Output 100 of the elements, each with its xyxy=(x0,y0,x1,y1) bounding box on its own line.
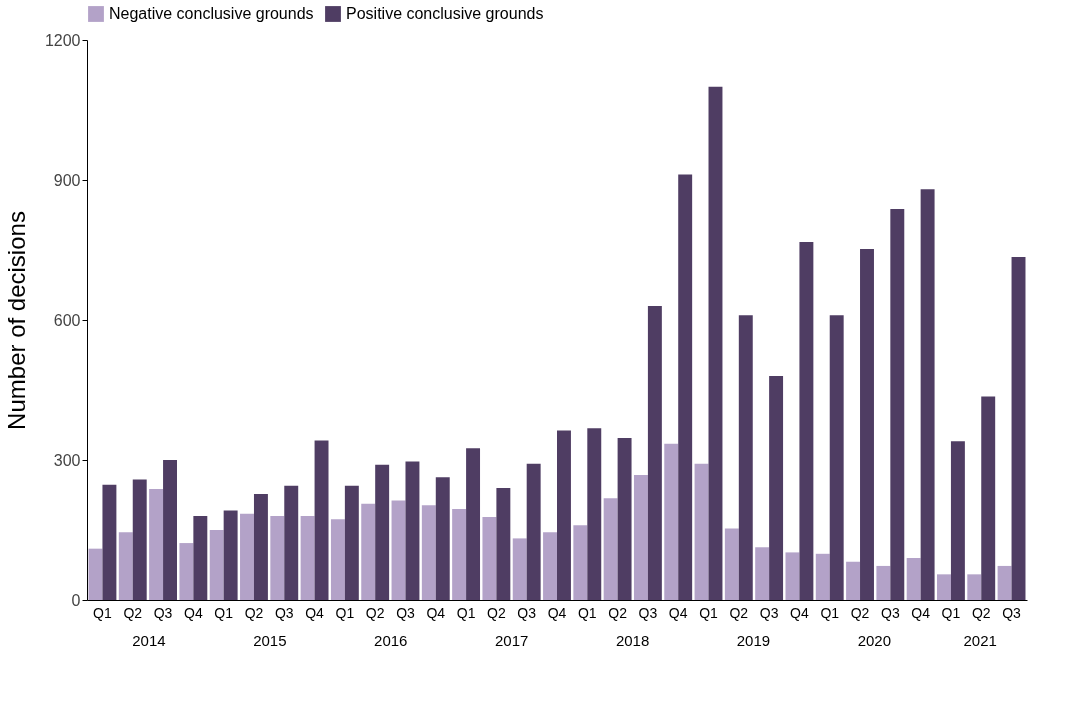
y-tick-label: 300 xyxy=(53,451,81,469)
bar xyxy=(149,488,164,600)
bar xyxy=(512,538,527,600)
bar xyxy=(647,306,662,600)
bar xyxy=(799,242,814,600)
bar xyxy=(997,565,1012,600)
bar xyxy=(573,525,588,600)
bar xyxy=(466,448,481,600)
text: 2020 xyxy=(857,632,892,649)
bar xyxy=(981,396,996,600)
bar xyxy=(1011,257,1026,600)
bar xyxy=(708,86,723,600)
bar xyxy=(314,440,329,600)
bar xyxy=(724,528,739,600)
x-tick-label: Q3 xyxy=(638,604,658,621)
bar xyxy=(846,561,861,600)
bar xyxy=(496,488,511,600)
y-tick-label: 900 xyxy=(53,171,81,189)
x-tick-label: Q1 xyxy=(214,604,234,621)
bar xyxy=(815,553,830,600)
bar xyxy=(785,552,800,600)
bar xyxy=(88,548,103,600)
bar xyxy=(633,474,648,600)
bar xyxy=(755,547,770,600)
bar xyxy=(967,574,982,600)
x-tick-label: Q2 xyxy=(729,604,749,621)
bar xyxy=(361,503,376,600)
x-tick-label: Q3 xyxy=(759,604,779,621)
x-tick-label: Q2 xyxy=(608,604,628,621)
bar xyxy=(284,485,299,600)
x-tick-label: Q1 xyxy=(456,604,476,621)
y-tick-label: 0 xyxy=(71,591,81,609)
bar xyxy=(240,513,254,600)
x-tick-label: Q4 xyxy=(426,604,446,621)
bar xyxy=(163,460,177,600)
x-tick-label: Q3 xyxy=(396,604,416,621)
bar xyxy=(330,519,345,600)
bar xyxy=(132,479,147,600)
text: 2018 xyxy=(615,632,650,649)
bar xyxy=(482,516,497,600)
bar xyxy=(526,463,541,600)
text: 2021 xyxy=(963,632,997,649)
bar xyxy=(937,574,951,600)
bar xyxy=(890,208,905,600)
x-tick-label: Q2 xyxy=(487,604,506,621)
text: 2017 xyxy=(494,632,529,649)
bar xyxy=(950,441,965,600)
x-tick-label: Q4 xyxy=(668,604,688,621)
x-tick-label: Q3 xyxy=(517,604,537,621)
bar xyxy=(102,484,117,600)
x-tick-label: Q1 xyxy=(93,604,112,621)
bar xyxy=(876,565,891,600)
y-tick-label: 1200 xyxy=(44,31,81,49)
x-tick-label: Q2 xyxy=(850,604,870,621)
bar xyxy=(829,315,844,600)
bar xyxy=(543,532,557,600)
x-tick-label: Q4 xyxy=(911,604,931,621)
x-tick-label: Q3 xyxy=(274,604,294,621)
bar xyxy=(391,500,406,600)
bar xyxy=(678,174,693,600)
x-tick-label: Q1 xyxy=(699,604,719,621)
x-tick-label: Q4 xyxy=(184,604,203,621)
bar xyxy=(920,189,935,600)
bar xyxy=(223,510,238,600)
x-tick-label: Q1 xyxy=(820,604,840,621)
text: 2016 xyxy=(374,632,408,649)
x-tick-label: Q3 xyxy=(880,604,900,621)
x-tick-label: Q1 xyxy=(335,604,355,621)
bar xyxy=(179,543,194,600)
x-tick-label: Q2 xyxy=(244,604,264,621)
x-tick-label: Q3 xyxy=(1002,604,1022,621)
x-tick-label: Q4 xyxy=(305,604,325,621)
bar xyxy=(253,494,268,600)
bar xyxy=(193,516,208,600)
x-tick-label: Q1 xyxy=(577,604,597,621)
bar xyxy=(694,463,709,600)
bar xyxy=(738,315,753,600)
text: 2014 xyxy=(132,632,166,649)
bar xyxy=(906,558,921,600)
bar xyxy=(270,516,285,600)
bar xyxy=(603,498,618,600)
x-tick-label: Q3 xyxy=(153,604,173,621)
bar xyxy=(344,485,359,600)
legend-label: Negative conclusive grounds xyxy=(109,5,314,22)
bar xyxy=(421,505,436,600)
bar xyxy=(375,464,390,600)
bar xyxy=(435,477,450,600)
x-tick-label: Q2 xyxy=(365,604,385,621)
x-tick-label: Q4 xyxy=(790,604,809,621)
x-tick-label: Q2 xyxy=(123,604,143,621)
y-tick-label: 600 xyxy=(53,311,81,329)
bar xyxy=(617,438,632,600)
bar xyxy=(769,376,784,600)
bar xyxy=(587,428,602,600)
x-tick-label: Q2 xyxy=(971,604,991,621)
bar xyxy=(664,443,679,600)
bar xyxy=(452,509,467,600)
text: 2015 xyxy=(253,632,287,649)
x-tick-label: Q1 xyxy=(941,604,961,621)
bar xyxy=(209,530,224,600)
